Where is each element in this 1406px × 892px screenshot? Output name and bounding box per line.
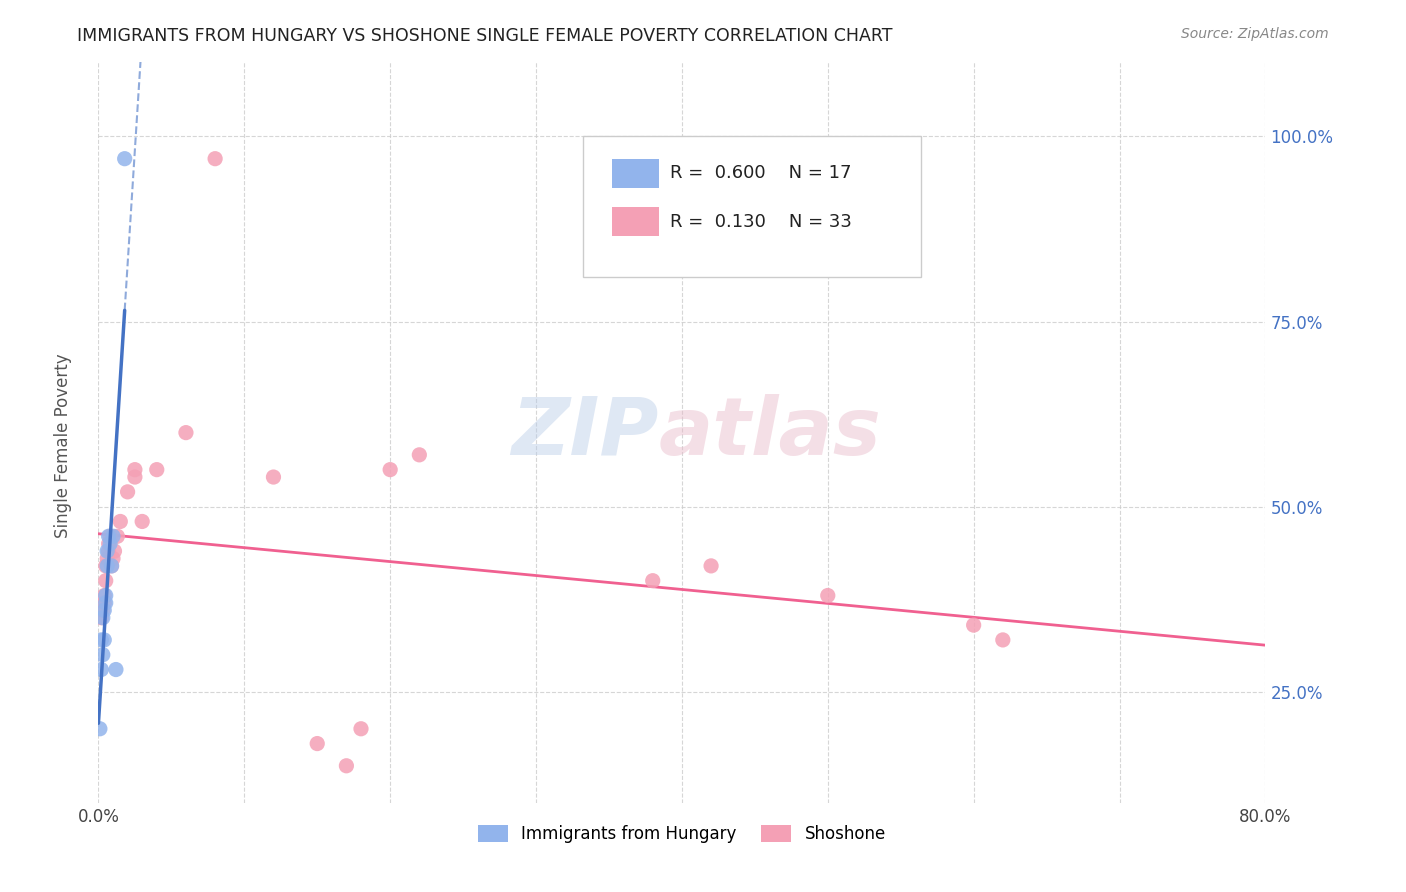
Point [94, 589, 117, 603]
Point [146, 462, 169, 476]
Point [96, 558, 118, 573]
Point [97, 544, 120, 558]
Bar [612, 159, 658, 188]
Point [89, 722, 111, 736]
Point [101, 529, 124, 543]
Point [124, 470, 146, 484]
Text: Source: ZipAtlas.com: Source: ZipAtlas.com [1181, 27, 1329, 41]
Point [90, 611, 112, 625]
Point [97, 529, 120, 543]
Point [204, 152, 226, 166]
Point [98, 529, 121, 543]
Point [124, 462, 146, 476]
Point [131, 515, 153, 529]
Point [90, 632, 112, 647]
Point [100, 558, 122, 573]
Point [105, 529, 128, 543]
Text: atlas: atlas [658, 393, 882, 472]
Text: R =  0.130    N = 33: R = 0.130 N = 33 [671, 212, 852, 231]
Text: ZIP: ZIP [512, 393, 658, 472]
Point [96, 544, 118, 558]
Point [100, 558, 122, 573]
Text: Single Female Poverty: Single Female Poverty [55, 354, 72, 538]
Point [174, 425, 197, 440]
Point [97, 536, 120, 550]
Point [98, 536, 121, 550]
FancyBboxPatch shape [582, 136, 921, 277]
Point [93, 589, 115, 603]
Point [96, 551, 118, 566]
Point [117, 484, 139, 499]
Bar [612, 207, 658, 236]
Point [408, 448, 430, 462]
Point [350, 722, 373, 736]
Point [91, 603, 114, 617]
Point [110, 515, 132, 529]
Legend: Immigrants from Hungary, Shoshone: Immigrants from Hungary, Shoshone [471, 819, 893, 850]
Point [101, 551, 124, 566]
Point [93, 596, 115, 610]
Point [90, 663, 112, 677]
Point [335, 758, 357, 772]
Point [962, 618, 984, 632]
Point [103, 544, 125, 558]
Point [380, 462, 402, 476]
Point [104, 663, 127, 677]
Point [94, 558, 117, 573]
Point [114, 152, 136, 166]
Point [262, 470, 284, 484]
Point [91, 611, 114, 625]
Point [93, 632, 115, 647]
Point [307, 737, 329, 751]
Point [93, 603, 115, 617]
Point [991, 632, 1014, 647]
Point [91, 648, 114, 662]
Point [641, 574, 664, 588]
Point [94, 574, 117, 588]
Point [817, 589, 839, 603]
Text: IMMIGRANTS FROM HUNGARY VS SHOSHONE SINGLE FEMALE POVERTY CORRELATION CHART: IMMIGRANTS FROM HUNGARY VS SHOSHONE SING… [77, 27, 893, 45]
Point [94, 596, 117, 610]
Text: R =  0.600    N = 17: R = 0.600 N = 17 [671, 164, 852, 183]
Point [700, 558, 723, 573]
